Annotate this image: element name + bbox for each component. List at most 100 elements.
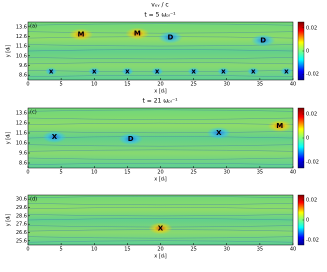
field-line [27,203,294,206]
colorbar-tick-label: -0.02 [306,72,319,78]
field-line [27,122,294,125]
x-tick-label: 25 [190,247,196,253]
x-tick-label: 20 [157,170,163,176]
annotation: x [125,67,130,75]
y-tick-label: 8.6 [19,73,27,79]
x-tick-label: 0 [26,82,29,88]
x-tick-label: 40 [290,247,296,253]
y-tick-label: 29.6 [16,205,27,211]
field-line [27,31,294,34]
field-feature [118,133,143,145]
figure-title: vₑᵧ / c [151,2,168,9]
panel-subtitle: t = 21 ωₚᵢ⁻¹ [143,98,179,105]
colorbar-tick-label: 0 [306,218,309,224]
panel-label: (d) [30,197,37,203]
field-line [27,117,294,120]
y-tick-label: 10.6 [16,53,27,59]
x-tick-label: 5 [60,170,63,176]
y-tick-label: 30.6 [16,197,27,203]
field-feature [125,27,150,40]
x-tick-label: 20 [157,247,163,253]
x-tick-label: 15 [124,247,130,253]
y-tick-label: 9.6 [19,63,27,69]
annotation: X [216,129,222,137]
field-feature [280,67,293,76]
annotation: x [191,67,196,75]
field-image [28,108,293,168]
field-image [28,195,293,245]
field-line [27,144,294,147]
annotation: x [49,67,54,75]
field-feature [151,67,164,76]
x-tick-label: 15 [124,170,130,176]
x-tick-label: 30 [224,170,230,176]
field-feature [251,34,276,47]
field-line [27,109,294,112]
field-line [27,131,294,134]
colorbar-tick-label: -0.02 [306,238,319,244]
x-tick-label: 15 [124,82,130,88]
field-line [27,162,294,165]
annotation: x [92,67,97,75]
field-line [27,157,294,160]
y-axis-label: y [dᵢ] [6,132,12,145]
x-tick-label: 25 [190,82,196,88]
y-tick-label: 12.6 [16,121,27,127]
y-tick-label: 11.6 [16,131,27,137]
field-line [27,62,294,65]
x-tick-label: 35 [257,247,263,253]
y-tick-label: 25.6 [16,238,27,244]
annotation: M [78,31,85,39]
field-feature [217,67,230,76]
field-feature [247,67,260,76]
annotation: x [251,67,256,75]
colorbar-tick-label: 0.02 [306,112,317,118]
field-feature [267,120,292,132]
y-tick-label: 11.6 [16,44,27,50]
x-tick-label: 0 [26,170,29,176]
annotation: D [168,33,174,41]
field-line [27,240,294,243]
panel-subtitle: t = 5 ωₚᵢ⁻¹ [144,12,176,19]
colorbar-tick-label: 0 [306,49,309,55]
x-axis-label: x [dᵢ] [154,89,167,95]
field-texture [27,109,294,165]
x-tick-label: 5 [60,247,63,253]
x-tick-label: 10 [91,82,97,88]
field-line [27,236,294,239]
x-tick-label: 20 [157,82,163,88]
annotation: X [52,133,58,141]
panel-label: (a) [30,24,37,30]
x-tick-label: 10 [91,170,97,176]
field-feature [158,31,183,44]
field-feature [45,67,58,76]
y-tick-label: 13.6 [16,111,27,117]
x-tick-label: 30 [224,247,230,253]
panel-label: (c) [30,110,37,116]
y-axis-label: y [dᵢ] [6,214,12,227]
annotation: x [221,67,226,75]
y-tick-label: 26.6 [16,230,27,236]
x-axis-label: x [dᵢ] [154,177,167,183]
field-feature [148,222,173,235]
y-tick-label: 10.6 [16,141,27,147]
x-tick-label: 40 [290,170,296,176]
field-feature [69,28,93,41]
x-tick-label: 25 [190,170,196,176]
annotation: D [128,135,134,143]
x-axis-label: x [dᵢ] [154,254,167,260]
field-line [27,149,294,152]
annotation: X [158,224,164,232]
annotation: x [284,67,289,75]
field-texture [27,196,294,243]
x-tick-label: 5 [60,82,63,88]
y-tick-label: 28.6 [16,213,27,219]
field-feature [42,131,67,143]
y-tick-label: 9.6 [19,151,27,157]
annotation: M [134,30,141,38]
x-tick-label: 30 [224,82,230,88]
y-axis-label: y [dᵢ] [6,45,12,58]
field-feature [206,127,231,139]
field-line [27,75,294,78]
